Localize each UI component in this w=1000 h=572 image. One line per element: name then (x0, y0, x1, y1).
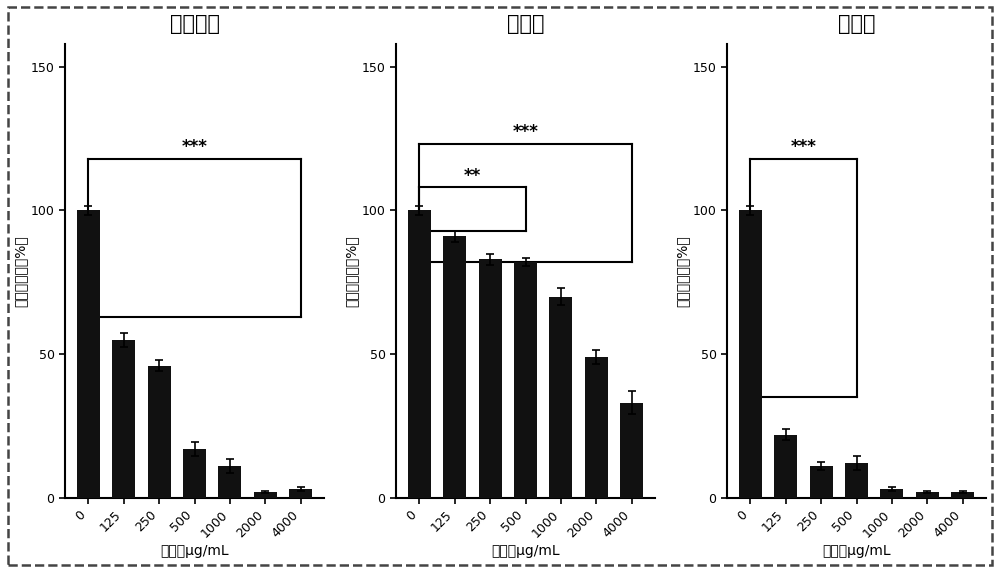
Bar (880, 489, 903, 498)
Bar (585, 357, 608, 498)
Bar (148, 366, 171, 498)
Bar (479, 259, 502, 498)
Text: ***: *** (790, 138, 816, 156)
Bar (408, 210, 431, 498)
Y-axis label: 细胞存活率（%）: 细胞存活率（%） (676, 235, 690, 307)
Y-axis label: 细胞存活率（%）: 细胞存活率（%） (345, 235, 359, 307)
Bar (916, 492, 939, 498)
Bar (774, 435, 797, 498)
X-axis label: 冻干粉μg/mL: 冻干粉μg/mL (822, 544, 891, 558)
X-axis label: 冻干粉μg/mL: 冻干粉μg/mL (491, 544, 560, 558)
Text: **: ** (464, 166, 481, 185)
Bar (514, 262, 537, 498)
Text: ***: *** (182, 138, 207, 156)
Bar (289, 489, 312, 498)
Bar (951, 492, 974, 498)
Bar (77, 210, 100, 498)
Bar (443, 236, 466, 498)
Title: 吸附组: 吸附组 (507, 14, 544, 34)
Bar (254, 492, 277, 498)
Bar (183, 449, 206, 498)
Y-axis label: 细胞存活率（%）: 细胞存活率（%） (14, 235, 28, 307)
Bar (218, 466, 241, 498)
Bar (112, 340, 135, 498)
Title: 未处理组: 未处理组 (170, 14, 220, 34)
X-axis label: 冻干粉μg/mL: 冻干粉μg/mL (160, 544, 229, 558)
Bar (845, 463, 868, 498)
Title: 解吸组: 解吸组 (838, 14, 875, 34)
Bar (620, 403, 643, 498)
Text: ***: *** (513, 124, 538, 141)
Bar (549, 297, 572, 498)
Bar (810, 466, 833, 498)
Bar (739, 210, 762, 498)
